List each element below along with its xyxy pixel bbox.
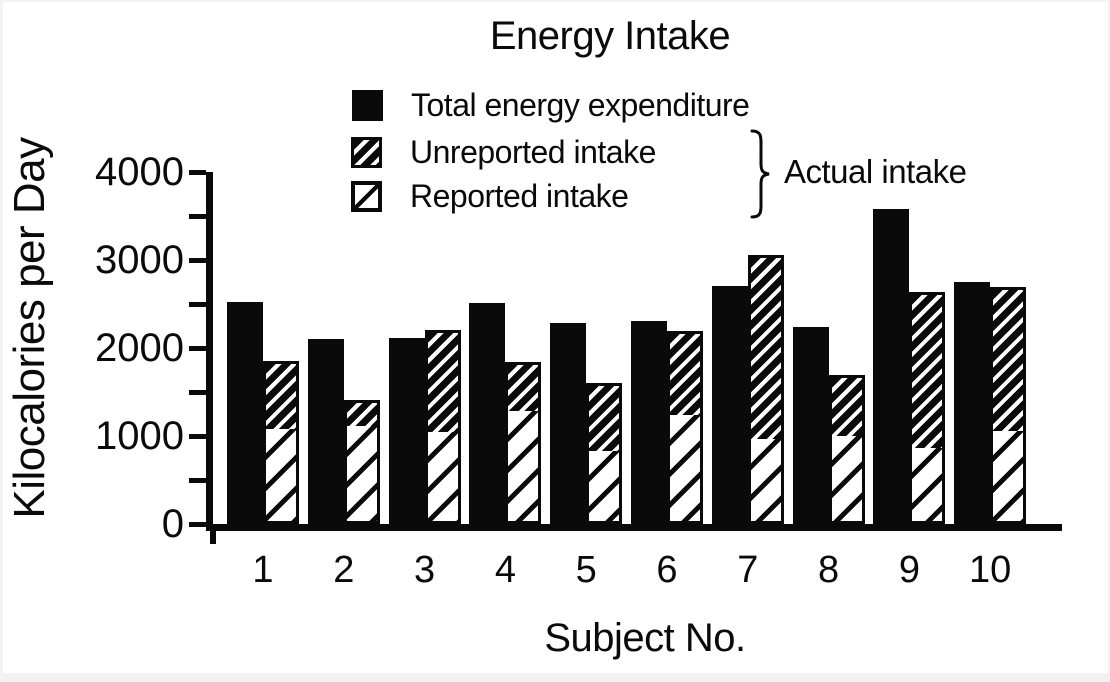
x-tick-label-subject-6: 6 <box>656 549 678 591</box>
bar-total-expenditure-subject-10 <box>954 282 991 524</box>
legend-item-label: Reported intake <box>410 178 629 214</box>
bar-actual-intake-subject-7 <box>747 254 784 524</box>
legend-item-label: Unreported intake <box>410 134 656 170</box>
x-tick-label-subject-3: 3 <box>414 549 436 591</box>
segment-reported-intake-subject-4 <box>508 410 539 521</box>
x-axis-title: Subject No. <box>544 616 746 660</box>
x-tick-label-subject-5: 5 <box>575 549 597 591</box>
segment-reported-intake-subject-5 <box>589 451 620 521</box>
segment-reported-intake-subject-6 <box>670 415 700 521</box>
y-tick-1000 <box>189 433 206 439</box>
y-axis-line <box>206 172 213 531</box>
segment-unreported-intake-subject-8 <box>831 378 862 436</box>
y-tick-label-1000: 1000 <box>95 414 184 458</box>
y-tick-label-4000: 4000 <box>95 150 184 194</box>
x-tick-label-subject-1: 1 <box>252 549 274 591</box>
y-tick-2000 <box>189 345 206 351</box>
y-tick-1500 <box>189 389 206 395</box>
segment-unreported-intake-subject-4 <box>508 365 539 411</box>
bar-actual-intake-subject-5 <box>586 383 623 524</box>
y-tick-500 <box>189 477 206 483</box>
bar-actual-intake-subject-3 <box>424 330 461 524</box>
segment-unreported-intake-subject-2 <box>346 402 377 427</box>
segment-reported-intake-subject-1 <box>266 429 296 521</box>
bar-total-expenditure-subject-7 <box>711 286 748 524</box>
bar-actual-intake-subject-10 <box>990 287 1027 524</box>
x-tick-label-subject-2: 2 <box>333 549 355 591</box>
segment-unreported-intake-subject-3 <box>427 333 458 433</box>
bar-total-expenditure-subject-1 <box>227 302 263 524</box>
segment-unreported-intake-subject-10 <box>993 290 1024 431</box>
segment-reported-intake-subject-8 <box>831 435 862 521</box>
y-tick-3500 <box>189 213 206 219</box>
segment-unreported-intake-subject-9 <box>912 294 943 449</box>
bar-actual-intake-subject-9 <box>909 291 946 524</box>
solid-black-swatch-icon <box>352 89 383 121</box>
y-tick-label-2000: 2000 <box>95 326 184 370</box>
legend-item-unreported-intake: Unreported intake <box>351 136 656 168</box>
x-tick-label-subject-4: 4 <box>494 549 516 591</box>
y-tick-label-3000: 3000 <box>95 238 184 282</box>
bar-total-expenditure-subject-6 <box>631 320 667 524</box>
origin-tick <box>210 531 216 544</box>
segment-reported-intake-subject-2 <box>346 426 377 521</box>
y-tick-4000 <box>189 169 206 175</box>
bar-actual-intake-subject-2 <box>343 399 380 524</box>
legend-item-reported-intake: Reported intake <box>351 178 629 214</box>
segment-unreported-intake-subject-5 <box>589 386 620 452</box>
x-tick-label-subject-7: 7 <box>737 549 759 591</box>
curly-brace-right-icon <box>750 129 770 219</box>
x-tick-label-subject-10: 10 <box>969 549 1012 591</box>
chart-title: Energy Intake <box>489 14 731 58</box>
scan-edge-left <box>0 0 3 682</box>
bar-actual-intake-subject-8 <box>828 375 865 524</box>
bar-actual-intake-subject-4 <box>505 362 542 524</box>
bar-actual-intake-subject-1 <box>263 361 299 524</box>
scan-edge-top <box>0 0 1110 2</box>
bar-total-expenditure-subject-3 <box>388 338 425 524</box>
legend-item-label: Total energy expenditure <box>411 87 750 123</box>
segment-unreported-intake-subject-1 <box>266 364 296 430</box>
bar-actual-intake-subject-6 <box>667 331 703 524</box>
scan-edge-bottom <box>0 673 1110 682</box>
bar-total-expenditure-subject-5 <box>550 323 587 524</box>
bar-total-expenditure-subject-4 <box>469 303 506 524</box>
scan-edge-right <box>1108 0 1110 682</box>
y-tick-2500 <box>189 301 206 307</box>
sparse-hatch-swatch-icon <box>351 180 382 212</box>
segment-reported-intake-subject-3 <box>427 432 458 521</box>
dense-hatch-swatch-icon <box>351 136 382 168</box>
segment-reported-intake-subject-10 <box>993 430 1024 521</box>
segment-unreported-intake-subject-6 <box>670 334 700 416</box>
legend-item-total-energy-expenditure: Total energy expenditure <box>352 87 750 123</box>
bar-total-expenditure-subject-8 <box>792 326 829 524</box>
segment-reported-intake-subject-9 <box>912 448 943 521</box>
segment-reported-intake-subject-7 <box>750 439 781 521</box>
x-axis-line <box>206 524 1062 531</box>
y-tick-0 <box>189 521 206 527</box>
bar-total-expenditure-subject-2 <box>307 339 344 524</box>
actual-intake-group-label: Actual intake <box>784 153 967 190</box>
x-tick-label-subject-8: 8 <box>818 549 840 591</box>
y-tick-3000 <box>189 257 206 263</box>
y-tick-label-0: 0 <box>161 502 184 546</box>
x-tick-label-subject-9: 9 <box>898 549 920 591</box>
segment-unreported-intake-subject-7 <box>750 257 781 440</box>
bar-total-expenditure-subject-9 <box>873 208 910 524</box>
